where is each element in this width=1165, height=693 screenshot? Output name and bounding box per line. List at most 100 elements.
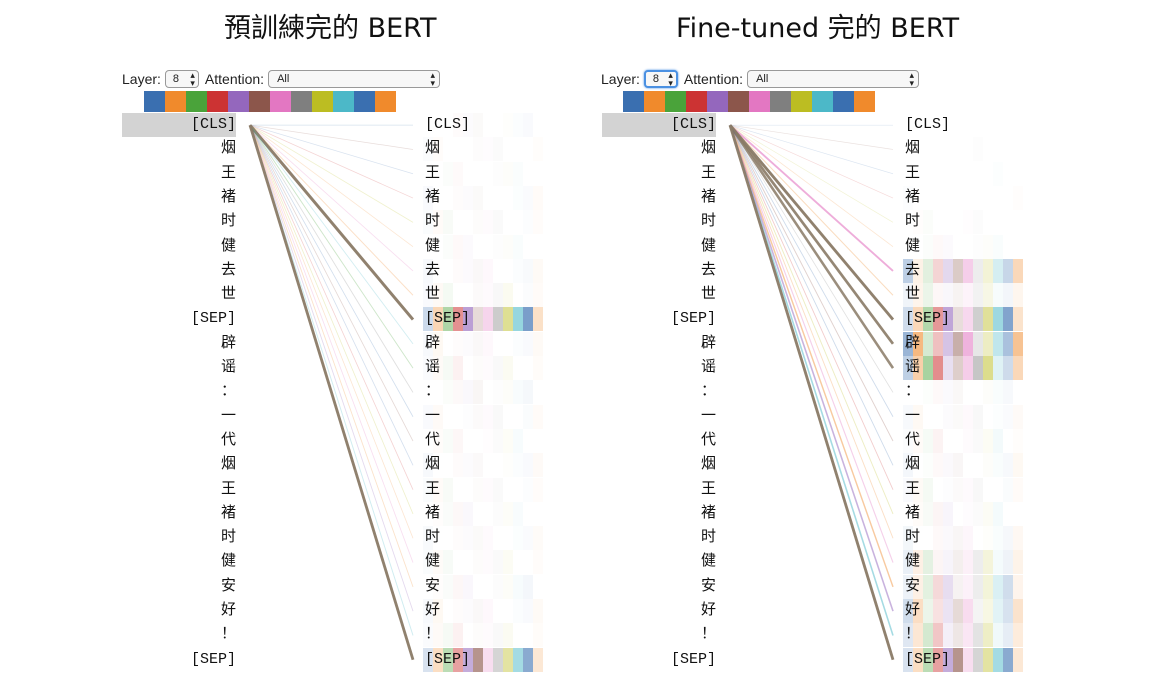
left-token[interactable]: 褚 [700, 504, 716, 522]
right-token[interactable]: 一 [425, 407, 441, 425]
head-swatch-4[interactable] [207, 91, 228, 112]
head-swatch-11[interactable] [833, 91, 854, 112]
head-swatch-11[interactable] [354, 91, 375, 112]
left-token-selected[interactable]: [CLS] [602, 113, 716, 137]
right-token[interactable]: 谣 [425, 359, 441, 376]
left-token[interactable]: 烟 [700, 456, 716, 474]
right-token[interactable]: 时 [425, 213, 441, 231]
right-token[interactable]: 褚 [905, 188, 921, 206]
right-token[interactable]: 褚 [425, 504, 441, 522]
layer-select[interactable]: 8 ▴ ▾ [164, 70, 199, 88]
head-swatch-2[interactable] [644, 91, 665, 112]
head-swatch-5[interactable] [707, 91, 728, 112]
left-token[interactable]: 好 [700, 602, 716, 619]
left-token[interactable]: 去 [700, 261, 716, 279]
head-swatch-8[interactable] [291, 91, 312, 112]
left-token[interactable]: 安 [220, 577, 236, 595]
right-token[interactable]: ： [905, 383, 921, 401]
head-swatch-2[interactable] [165, 91, 186, 112]
right-token[interactable]: 健 [425, 553, 441, 571]
left-token[interactable]: ！ [700, 626, 716, 644]
right-token[interactable]: [SEP] [425, 310, 471, 328]
left-token[interactable]: 褚 [220, 188, 236, 206]
left-token[interactable]: 辟 [220, 334, 236, 352]
right-token[interactable]: 好 [425, 602, 441, 619]
attention-select[interactable]: All ▴ ▾ [268, 70, 441, 88]
right-token[interactable]: 烟 [905, 456, 921, 474]
layer-select[interactable]: 8 ▴ ▾ [643, 70, 678, 88]
head-swatch-10[interactable] [333, 91, 354, 112]
right-token[interactable]: 世 [425, 286, 441, 304]
head-swatch-7[interactable] [749, 91, 770, 112]
right-token[interactable]: 健 [905, 237, 921, 255]
right-token[interactable]: ！ [905, 626, 921, 644]
left-token[interactable]: ： [220, 383, 236, 401]
head-swatch-12[interactable] [375, 91, 396, 112]
head-swatch-6[interactable] [249, 91, 270, 112]
right-token[interactable]: 王 [425, 164, 441, 182]
right-token[interactable]: 健 [425, 237, 441, 255]
left-token[interactable]: [SEP] [670, 650, 716, 668]
head-swatch-9[interactable] [312, 91, 333, 112]
right-token[interactable]: 时 [905, 529, 921, 547]
left-token[interactable]: 一 [220, 407, 236, 425]
left-token[interactable]: 谣 [700, 359, 716, 376]
left-token[interactable]: 时 [220, 529, 236, 547]
left-token[interactable]: 辟 [700, 334, 716, 352]
left-token[interactable]: 王 [700, 480, 716, 498]
left-token[interactable]: 去 [220, 261, 236, 279]
head-swatch-8[interactable] [770, 91, 791, 112]
right-token[interactable]: 时 [425, 529, 441, 547]
right-token[interactable]: 安 [425, 577, 441, 595]
left-token[interactable]: 王 [220, 480, 236, 498]
left-token[interactable]: 代 [700, 431, 716, 449]
right-token[interactable]: 谣 [905, 359, 921, 376]
right-token[interactable]: ！ [425, 626, 441, 644]
right-token[interactable]: [SEP] [905, 650, 951, 668]
left-token[interactable]: 烟 [700, 140, 716, 158]
left-token[interactable]: 健 [700, 237, 716, 255]
right-token[interactable]: 时 [905, 213, 921, 231]
left-token[interactable]: 时 [220, 213, 236, 231]
left-token[interactable]: 王 [220, 164, 236, 182]
left-token[interactable]: 健 [220, 553, 236, 571]
right-token[interactable]: 王 [905, 480, 921, 498]
left-token[interactable]: [SEP] [670, 310, 716, 328]
right-token[interactable]: 安 [905, 577, 921, 595]
left-token[interactable]: 时 [700, 529, 716, 547]
right-token[interactable]: 去 [905, 261, 921, 279]
attention-select[interactable]: All ▴ ▾ [747, 70, 920, 88]
left-token[interactable]: 世 [700, 286, 716, 304]
right-token[interactable]: 辟 [425, 334, 441, 352]
left-token-selected[interactable]: [CLS] [122, 113, 236, 137]
right-token[interactable]: [SEP] [905, 310, 951, 328]
left-token[interactable]: 好 [220, 602, 236, 619]
right-token[interactable]: 一 [905, 407, 921, 425]
right-token[interactable]: ： [425, 383, 441, 401]
left-token[interactable]: 健 [220, 237, 236, 255]
head-swatch-10[interactable] [812, 91, 833, 112]
right-token[interactable]: [CLS] [905, 116, 951, 133]
head-swatch-5[interactable] [228, 91, 249, 112]
right-token[interactable]: [SEP] [425, 650, 471, 668]
left-token[interactable]: ： [700, 383, 716, 401]
head-swatch-1[interactable] [144, 91, 165, 112]
right-token[interactable]: 褚 [905, 504, 921, 522]
right-token[interactable]: 世 [905, 286, 921, 304]
head-swatch-12[interactable] [854, 91, 875, 112]
left-token[interactable]: 烟 [220, 456, 236, 474]
left-token[interactable]: 王 [700, 164, 716, 182]
head-swatch-3[interactable] [665, 91, 686, 112]
right-token[interactable]: 去 [425, 261, 441, 279]
left-token[interactable]: 安 [700, 577, 716, 595]
left-token[interactable]: ！ [220, 626, 236, 644]
right-token[interactable]: 代 [425, 431, 441, 449]
left-token[interactable]: 烟 [220, 140, 236, 158]
left-token[interactable]: [SEP] [190, 310, 236, 328]
left-token[interactable]: 褚 [220, 504, 236, 522]
head-swatch-4[interactable] [686, 91, 707, 112]
right-token[interactable]: 好 [905, 602, 921, 619]
left-token[interactable]: 世 [220, 286, 236, 304]
left-token[interactable]: 时 [700, 213, 716, 231]
head-swatch-6[interactable] [728, 91, 749, 112]
